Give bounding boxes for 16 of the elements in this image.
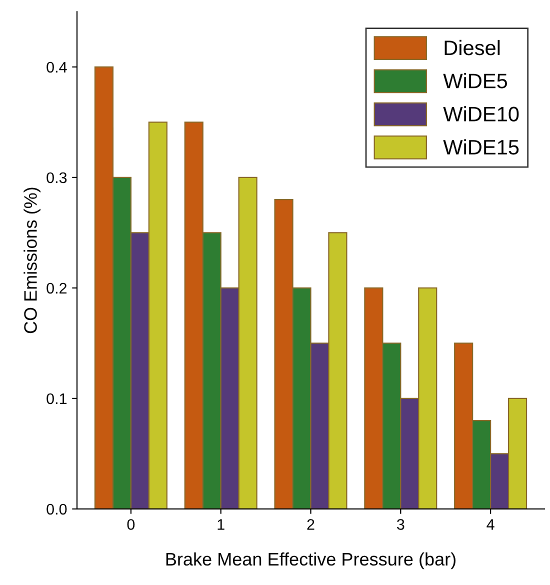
x-tick-label: 0 bbox=[127, 519, 135, 530]
x-axis-title: Brake Mean Effective Pressure (bar) bbox=[166, 552, 456, 570]
y-tick-label: 0.0 bbox=[46, 504, 67, 515]
x-tick-label: 3 bbox=[396, 519, 404, 530]
legend-label: WiDE10 bbox=[443, 106, 519, 122]
legend-label: WiDE5 bbox=[443, 73, 508, 88]
y-tick-label: 0.2 bbox=[46, 282, 67, 294]
x-tick-label: 1 bbox=[218, 519, 224, 530]
y-tick-label: 0.4 bbox=[46, 62, 67, 73]
y-axis-title: CO Emissions (%) bbox=[24, 188, 40, 334]
y-tick-label: 0.3 bbox=[46, 172, 67, 184]
y-tick-label: 0.1 bbox=[46, 393, 67, 404]
legend-label: WiDE15 bbox=[443, 139, 519, 155]
x-tick-label: 4 bbox=[486, 519, 494, 530]
legend-label: Diesel bbox=[444, 40, 500, 56]
x-tick-label: 2 bbox=[307, 519, 314, 530]
